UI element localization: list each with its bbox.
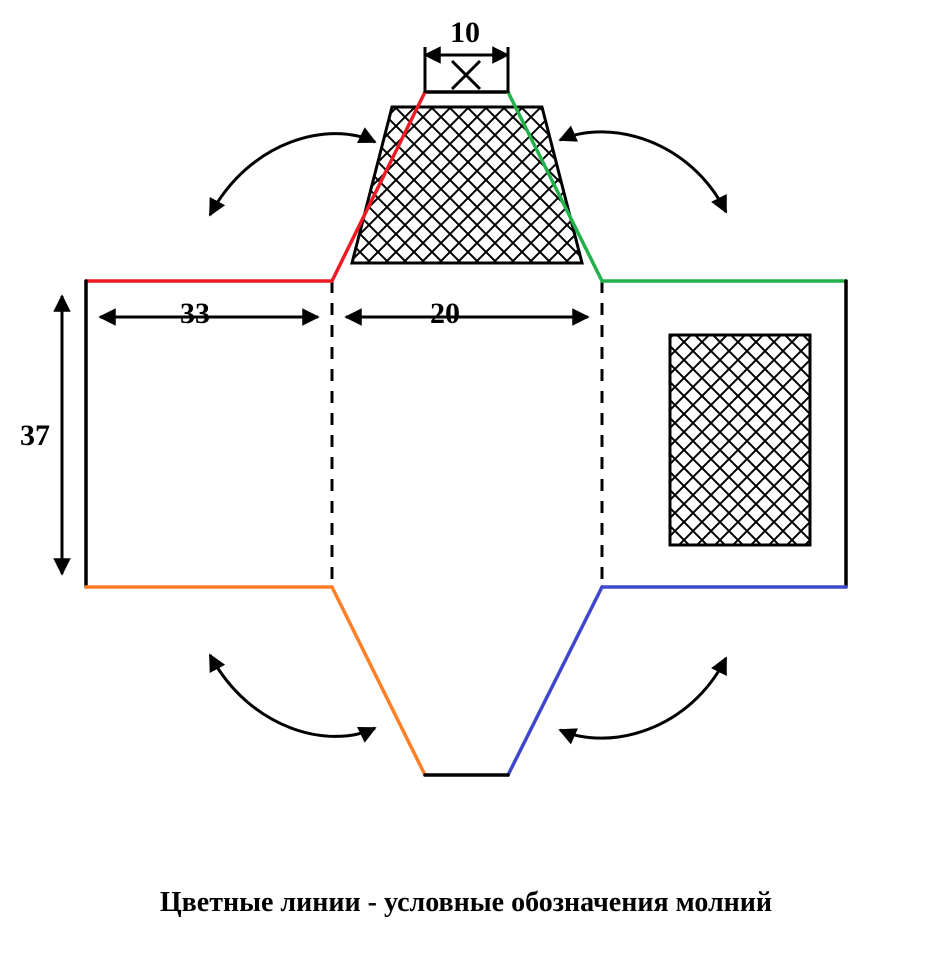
match-arrow-upper-left [210, 134, 375, 215]
dim-label-top_width: 10 [450, 16, 480, 49]
pattern-diagram: 10 33 20 37 [0, 0, 932, 960]
right-mesh [670, 335, 810, 545]
top-mesh [352, 107, 582, 263]
match-arrow-upper-right [560, 132, 726, 212]
dim-label-left_width: 33 [180, 297, 210, 330]
match-arrow-lower-left [210, 655, 375, 736]
seam-orange [332, 587, 425, 775]
match-arrow-lower-right [560, 658, 726, 738]
seam-blue [508, 587, 602, 775]
caption-text: Цветные линии - условные обозначения мол… [0, 887, 932, 919]
dim-label-center_width: 20 [430, 297, 460, 330]
dim-label-left_height: 37 [20, 419, 50, 452]
